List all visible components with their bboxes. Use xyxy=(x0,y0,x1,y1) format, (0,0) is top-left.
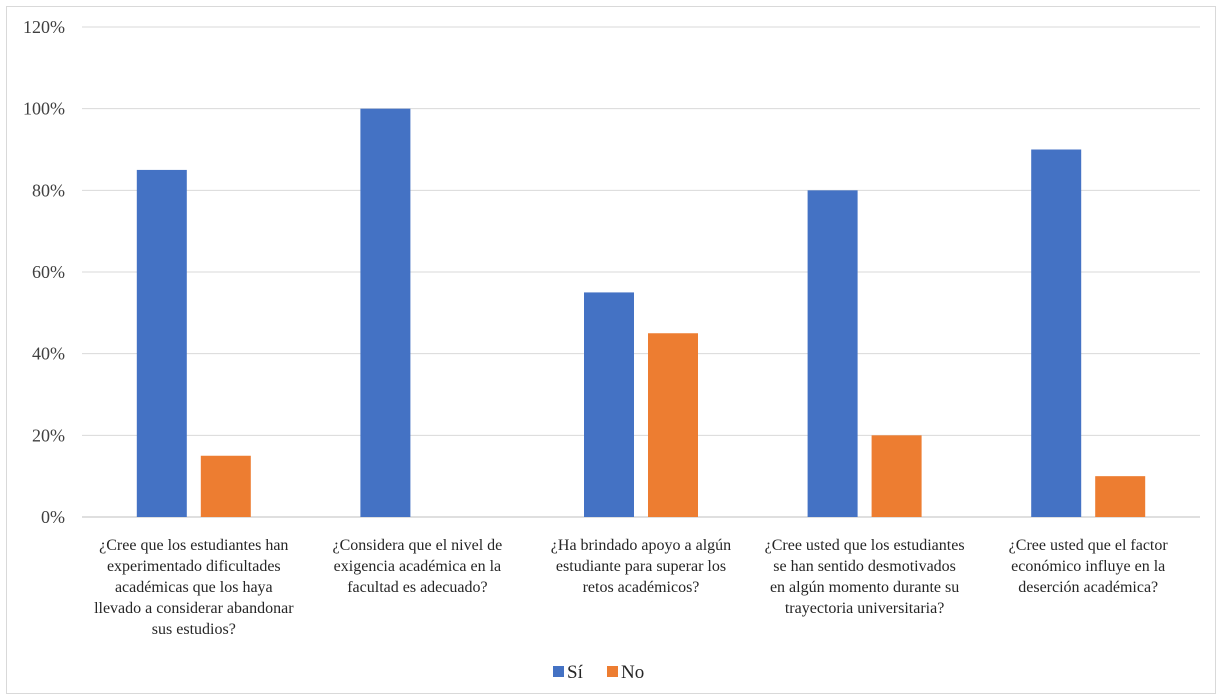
bar-si xyxy=(584,292,634,517)
bar-no xyxy=(648,333,698,517)
y-tick-label: 100% xyxy=(23,99,65,119)
y-tick-label: 120% xyxy=(23,17,65,37)
x-category-label: deserción académica? xyxy=(1018,579,1158,596)
bar-si xyxy=(136,169,187,517)
y-tick-label: 80% xyxy=(32,180,65,200)
x-category-label: ¿Cree usted que el factor xyxy=(1009,537,1169,554)
y-tick-label: 40% xyxy=(32,344,65,364)
x-category-label: académicas que los haya xyxy=(115,579,273,596)
x-category-label: llevado a considerar abandonar xyxy=(94,600,294,617)
x-category-label: estudiante para superar los xyxy=(556,558,726,575)
legend-label: No xyxy=(621,662,644,683)
y-tick-label: 60% xyxy=(32,262,65,282)
bar-no xyxy=(200,455,251,517)
x-category-label: ¿Cree usted que los estudiantes xyxy=(765,537,965,554)
x-category-label: trayectoria universitaria? xyxy=(785,600,944,617)
bar-si xyxy=(360,108,411,518)
x-category-label: exigencia académica en la xyxy=(334,558,501,575)
x-category-label: en algún momento durante su xyxy=(770,579,959,596)
x-category-label: económico influye en la xyxy=(1011,558,1165,575)
bar-si xyxy=(807,190,858,518)
y-tick-label: 0% xyxy=(41,507,65,527)
legend-swatch xyxy=(607,666,618,677)
bar-no xyxy=(1095,476,1146,517)
x-category-label: ¿Cree que los estudiantes han xyxy=(99,537,288,554)
x-category-label: se han sentido desmotivados xyxy=(773,558,956,575)
y-tick-label: 20% xyxy=(32,425,65,445)
x-category-label: facultad es adecuado? xyxy=(347,579,487,596)
x-category-label: ¿Ha brindado apoyo a algún xyxy=(551,537,731,554)
bar-si xyxy=(1031,149,1082,517)
x-category-label: sus estudios? xyxy=(152,621,236,638)
x-category-label: ¿Considera que el nivel de xyxy=(333,537,503,554)
legend-label: Sí xyxy=(567,662,584,683)
bar-no xyxy=(871,435,922,517)
legend-swatch xyxy=(553,666,564,677)
x-category-label: experimentado dificultades xyxy=(107,558,281,575)
x-category-label: retos académicos? xyxy=(583,579,700,596)
